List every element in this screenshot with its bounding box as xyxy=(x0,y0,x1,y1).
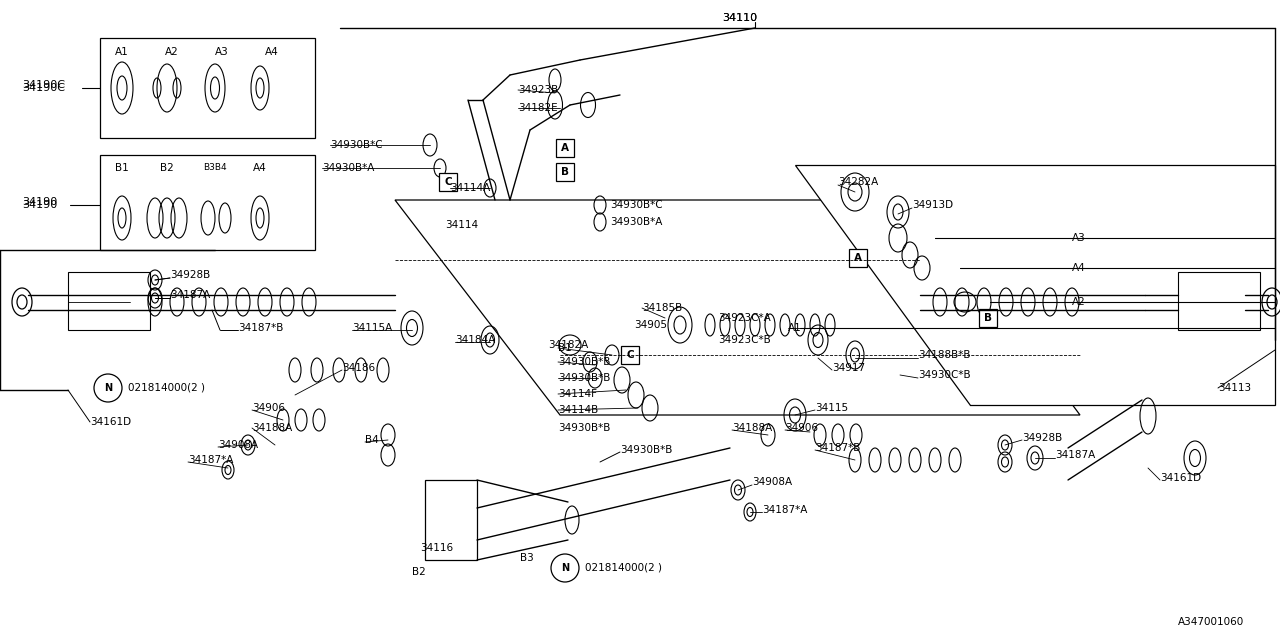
Text: 34187*B: 34187*B xyxy=(815,443,860,453)
Text: 34917: 34917 xyxy=(832,363,865,373)
Text: 34114F: 34114F xyxy=(558,389,596,399)
Bar xyxy=(439,173,457,191)
Text: B: B xyxy=(561,167,570,177)
Text: B: B xyxy=(984,313,992,323)
Bar xyxy=(556,139,573,157)
Text: 34187*A: 34187*A xyxy=(188,455,233,465)
Text: 34116: 34116 xyxy=(420,543,453,553)
Text: 021814000(2 ): 021814000(2 ) xyxy=(128,383,205,393)
Text: B1: B1 xyxy=(558,343,572,353)
Text: 34185B: 34185B xyxy=(643,303,682,313)
Text: A: A xyxy=(561,143,570,153)
Text: 34928B: 34928B xyxy=(1021,433,1062,443)
Text: C: C xyxy=(626,350,634,360)
Text: 34114B: 34114B xyxy=(558,405,598,415)
Text: 34161D: 34161D xyxy=(90,417,131,427)
Text: 34930B*B: 34930B*B xyxy=(558,423,611,433)
Text: 34930B*B: 34930B*B xyxy=(558,357,611,367)
Text: 34930B*A: 34930B*A xyxy=(611,217,662,227)
Text: B1: B1 xyxy=(115,163,129,173)
Text: 34188A: 34188A xyxy=(732,423,772,433)
Bar xyxy=(68,272,150,330)
Text: 34115A: 34115A xyxy=(352,323,392,333)
Text: A3: A3 xyxy=(1073,233,1085,243)
Text: 34114: 34114 xyxy=(445,220,479,230)
Bar xyxy=(425,480,477,560)
Text: A4: A4 xyxy=(265,47,279,57)
Text: 34187A: 34187A xyxy=(1055,450,1096,460)
Text: 34190C: 34190C xyxy=(22,83,65,93)
Text: A2: A2 xyxy=(165,47,179,57)
Text: B2: B2 xyxy=(412,567,426,577)
Text: 34190C: 34190C xyxy=(22,80,65,90)
Text: 34930C*B: 34930C*B xyxy=(918,370,970,380)
Text: 34906: 34906 xyxy=(785,423,818,433)
Bar xyxy=(100,155,315,250)
Text: A4: A4 xyxy=(1073,263,1085,273)
Text: A: A xyxy=(854,253,861,263)
Text: A3: A3 xyxy=(215,47,229,57)
Text: A4: A4 xyxy=(253,163,266,173)
Text: 34114A: 34114A xyxy=(451,183,490,193)
Bar xyxy=(100,38,315,138)
Text: 34187A: 34187A xyxy=(170,290,210,300)
Text: 34923C*A: 34923C*A xyxy=(718,313,771,323)
Text: A1: A1 xyxy=(788,323,801,333)
Text: 34182A: 34182A xyxy=(548,340,589,350)
Text: B3B4: B3B4 xyxy=(204,163,227,173)
Bar xyxy=(621,346,639,364)
Text: 34161D: 34161D xyxy=(1160,473,1201,483)
Text: 34110: 34110 xyxy=(722,13,758,23)
Text: B3: B3 xyxy=(520,553,534,563)
Text: A347001060: A347001060 xyxy=(1178,617,1244,627)
Polygon shape xyxy=(795,165,1275,405)
Text: 34930B*B: 34930B*B xyxy=(620,445,672,455)
Text: 34930B*C: 34930B*C xyxy=(330,140,383,150)
Text: 34182E: 34182E xyxy=(518,103,558,113)
Text: 34190: 34190 xyxy=(22,200,58,210)
Text: 34913D: 34913D xyxy=(911,200,954,210)
Text: 34115: 34115 xyxy=(815,403,849,413)
Text: N: N xyxy=(104,383,113,393)
Text: 34113: 34113 xyxy=(1219,383,1251,393)
Text: 34187*A: 34187*A xyxy=(762,505,808,515)
Text: 34110: 34110 xyxy=(722,13,758,23)
Text: 34186: 34186 xyxy=(342,363,375,373)
Text: 34188A: 34188A xyxy=(252,423,292,433)
Bar xyxy=(1178,272,1260,330)
Text: 34930B*B: 34930B*B xyxy=(558,373,611,383)
Text: 34923B: 34923B xyxy=(518,85,558,95)
Bar xyxy=(849,249,867,267)
Text: 34928B: 34928B xyxy=(170,270,210,280)
Text: 34282A: 34282A xyxy=(838,177,878,187)
Text: 34906: 34906 xyxy=(252,403,285,413)
Text: B2: B2 xyxy=(160,163,174,173)
Text: B4: B4 xyxy=(365,435,379,445)
Text: 34930B*A: 34930B*A xyxy=(323,163,374,173)
Text: A1: A1 xyxy=(115,47,129,57)
Text: 34184A: 34184A xyxy=(454,335,495,345)
Text: A2: A2 xyxy=(1073,297,1085,307)
Bar xyxy=(556,163,573,181)
Bar xyxy=(979,309,997,327)
Text: 34905: 34905 xyxy=(634,320,667,330)
Text: N: N xyxy=(561,563,570,573)
Text: 34190: 34190 xyxy=(22,197,58,207)
Text: 34923C*B: 34923C*B xyxy=(718,335,771,345)
Text: 34187*B: 34187*B xyxy=(238,323,283,333)
Polygon shape xyxy=(396,200,1080,415)
Text: 34930B*C: 34930B*C xyxy=(611,200,663,210)
Text: 021814000(2 ): 021814000(2 ) xyxy=(585,563,662,573)
Text: 34908A: 34908A xyxy=(753,477,792,487)
Text: C: C xyxy=(444,177,452,187)
Text: 34188B*B: 34188B*B xyxy=(918,350,970,360)
Text: 34908A: 34908A xyxy=(218,440,259,450)
